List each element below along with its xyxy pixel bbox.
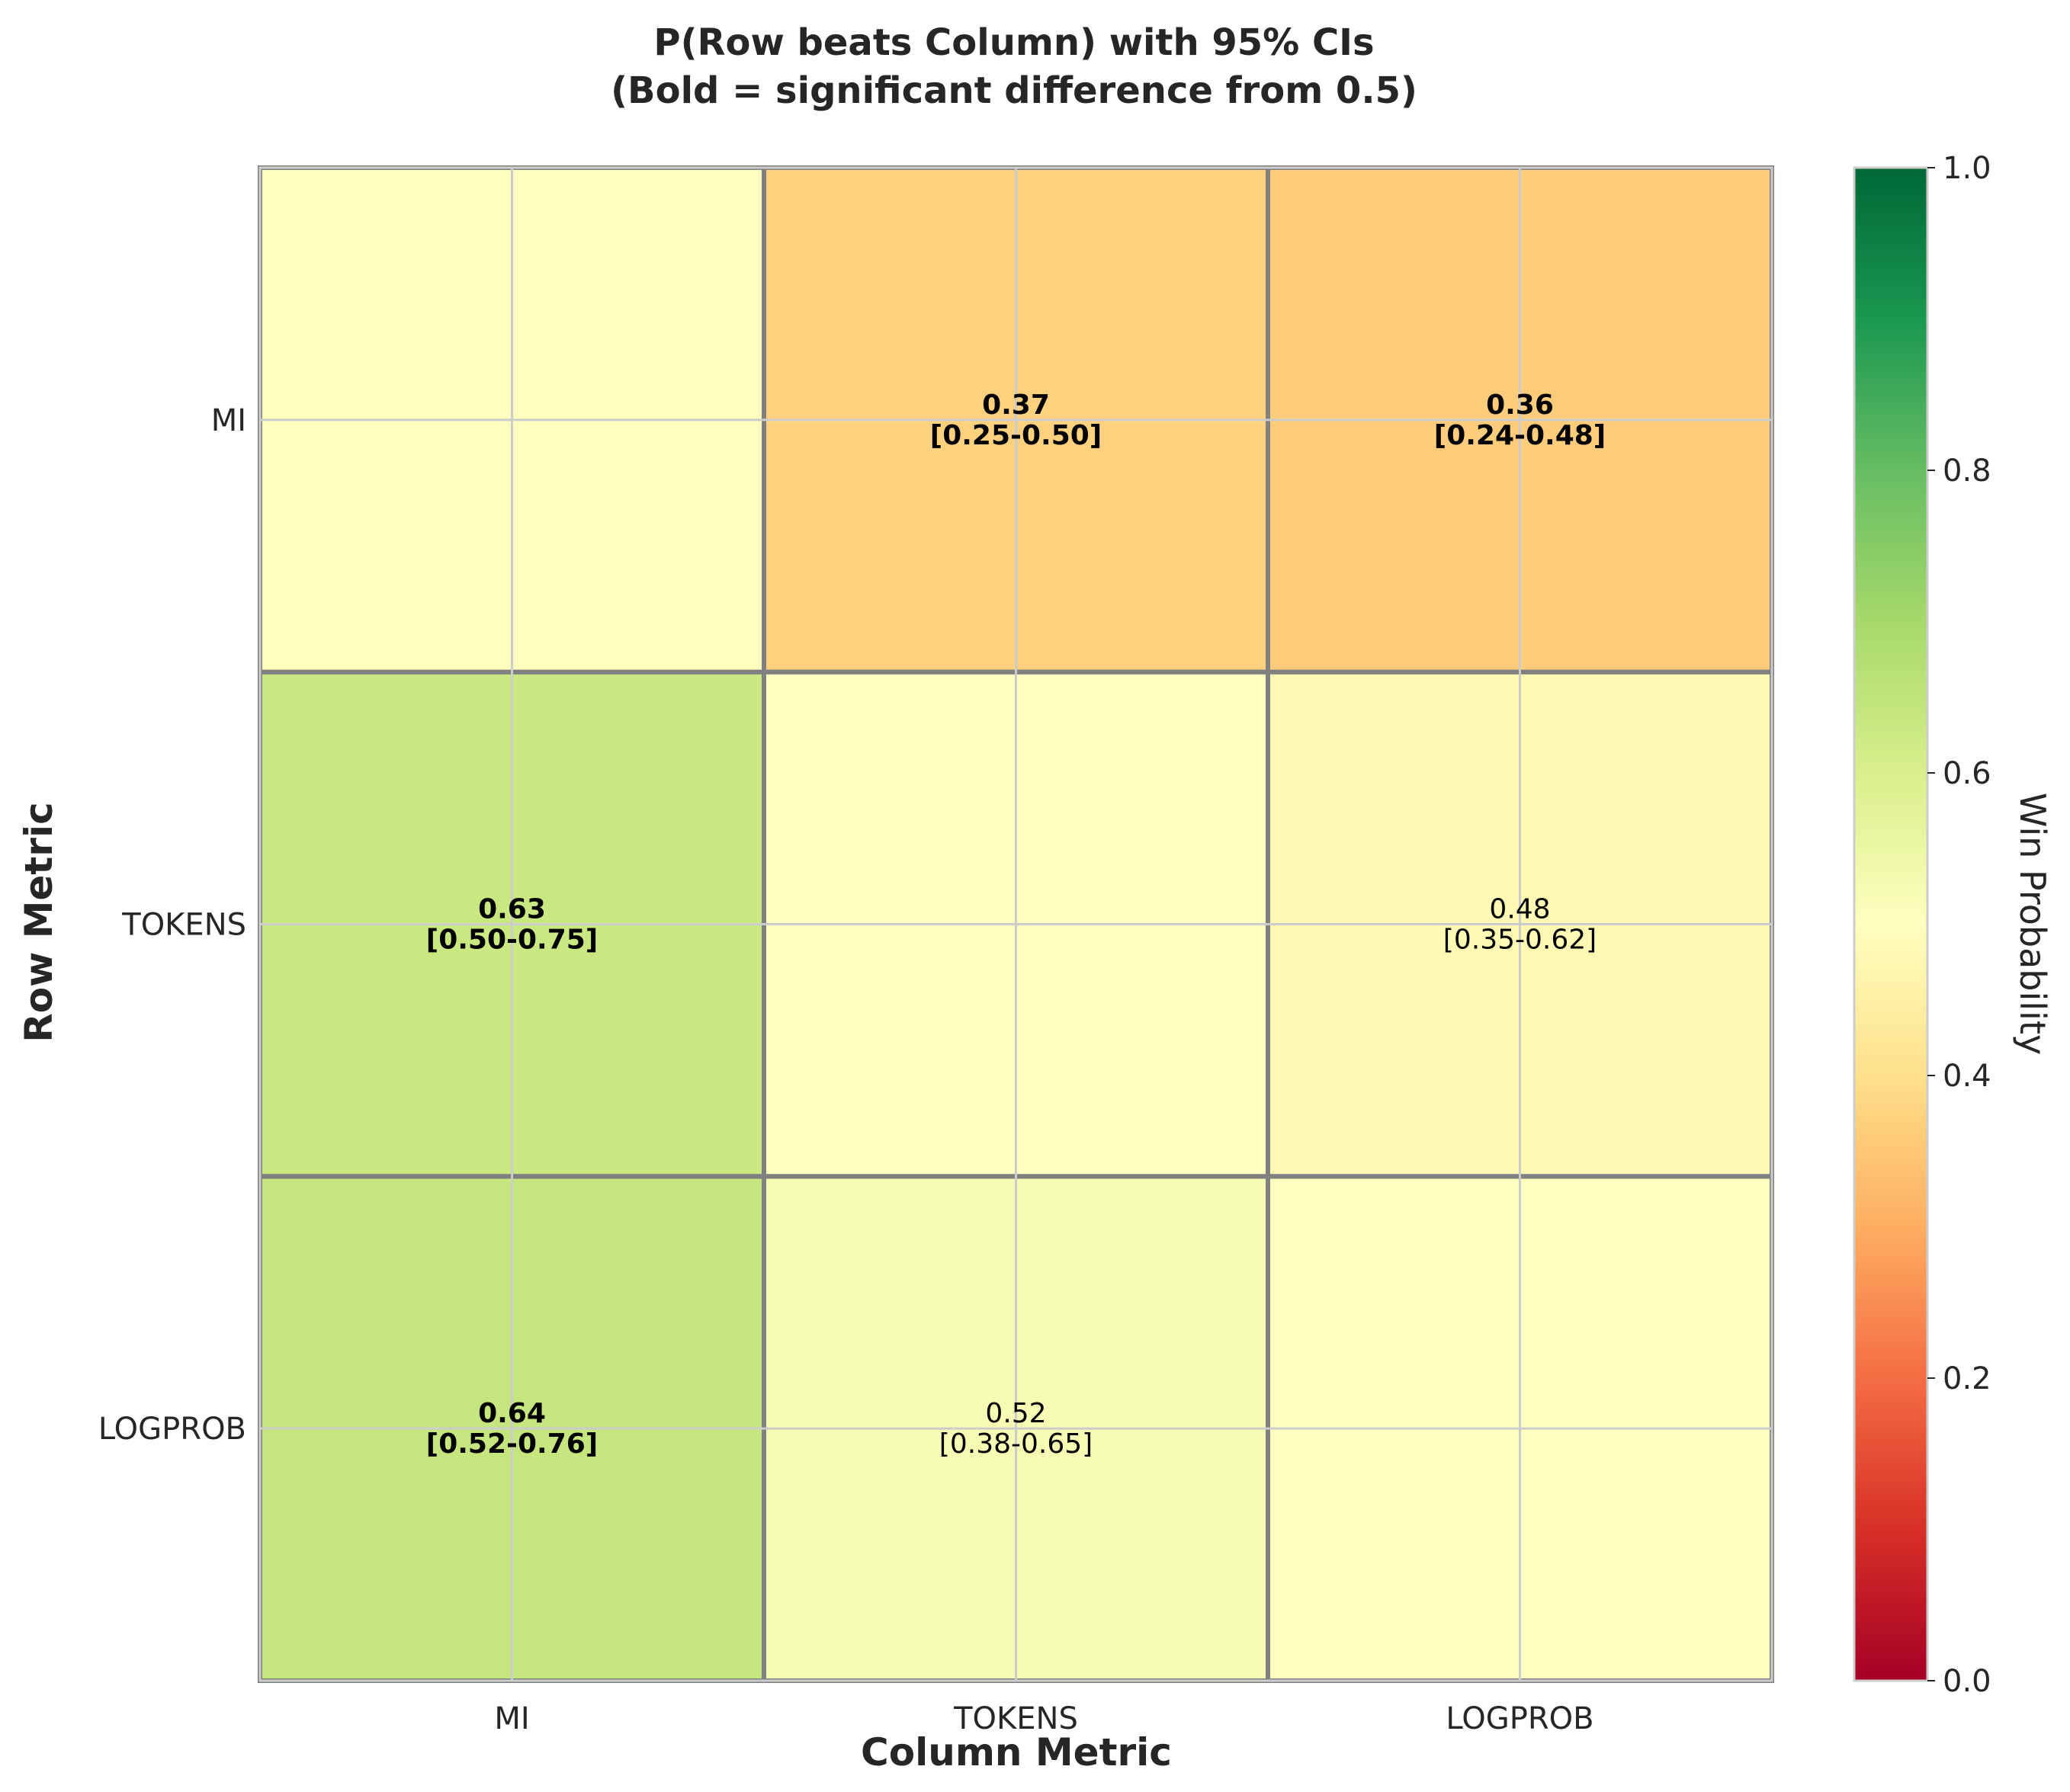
x-axis-label: Column Metric (861, 1730, 1172, 1774)
row-tick-labels: MI TOKENS LOGPROB (98, 403, 246, 1447)
cell-ci-label: [0.24-0.48] (1434, 420, 1606, 451)
column-tick-label: MI (494, 1701, 529, 1736)
cell-value-label: 0.64 (478, 1398, 546, 1429)
colorbar-tick-label: 0.0 (1943, 1664, 1991, 1699)
cell-ci-label: [0.52-0.76] (426, 1428, 599, 1460)
colorbar-tick-label: 1.0 (1943, 151, 1991, 186)
cell-value-label: 0.48 (1489, 894, 1550, 925)
cell-labels: 0.37[0.25-0.50] 0.36[0.24-0.48] 0.63[0.50-… (426, 389, 1606, 1460)
column-tick-label: LOGPROB (1446, 1701, 1593, 1736)
colorbar-label: Win Probability (2012, 793, 2053, 1055)
y-axis-label: Row Metric (17, 802, 61, 1042)
column-tick-labels: MI TOKENS LOGPROB (494, 1701, 1593, 1736)
chart-title-line-2: (Bold = significant difference from 0.5) (611, 69, 1417, 112)
colorbar-tick-label: 0.8 (1943, 454, 1991, 489)
column-tick-label: TOKENS (953, 1701, 1078, 1736)
heatmap-gridlines (260, 168, 1772, 1681)
plot-frame (258, 166, 1773, 1682)
row-tick-label: TOKENS (121, 908, 246, 943)
cell-ci-label: [0.50-0.75] (426, 925, 599, 956)
colorbar-tick-label: 0.6 (1943, 756, 1991, 791)
cell-value-label: 0.36 (1486, 389, 1554, 421)
colorbar-tick-label: 0.2 (1943, 1361, 1991, 1396)
colorbar-tick-label: 0.4 (1943, 1059, 1991, 1094)
row-tick-label: LOGPROB (98, 1412, 246, 1447)
cell-ci-label: [0.38-0.65] (939, 1428, 1093, 1460)
cell-value-label: 0.52 (985, 1398, 1046, 1429)
colorbar (1853, 166, 1929, 1682)
cell-ci-label: [0.35-0.62] (1443, 925, 1597, 956)
chart-title-line-1: P(Row beats Column) with 95% CIs (653, 21, 1374, 64)
cell-ci-label: [0.25-0.50] (930, 420, 1102, 451)
cell-value-label: 0.63 (478, 894, 546, 925)
cell-value-label: 0.37 (982, 389, 1050, 421)
colorbar-tick-labels: 0.0 0.2 0.4 0.6 0.8 1.0 (1927, 151, 1991, 1699)
row-tick-label: MI (211, 403, 246, 438)
